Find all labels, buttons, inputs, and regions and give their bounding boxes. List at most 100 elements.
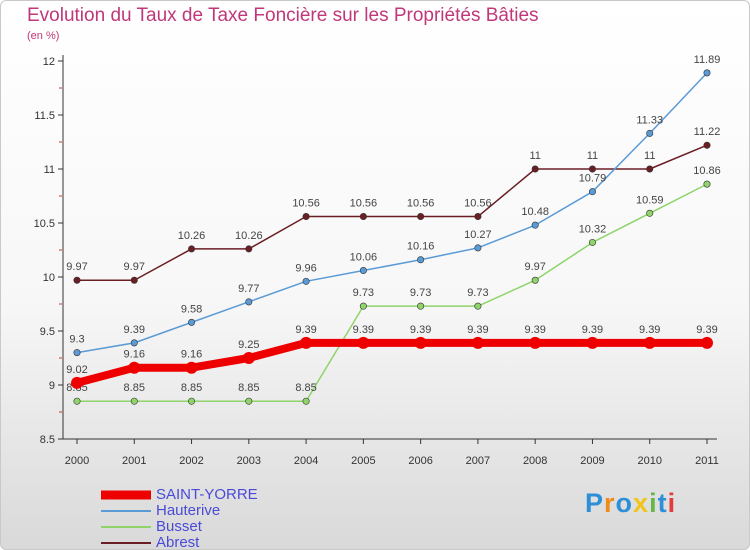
data-point-busset bbox=[188, 397, 196, 405]
legend-swatch-saint-yorre bbox=[101, 490, 151, 500]
data-point-saint-yorre bbox=[471, 336, 484, 349]
data-point-busset bbox=[474, 302, 482, 310]
data-point-abrest bbox=[703, 141, 711, 149]
logo-letter: x bbox=[633, 488, 650, 518]
x-tick-label: 2010 bbox=[637, 455, 661, 467]
y-tick-label: 10.5 bbox=[34, 218, 55, 230]
y-tick-label: 11.5 bbox=[34, 110, 55, 122]
data-point-busset bbox=[646, 209, 654, 217]
data-label-busset: 8.85 bbox=[124, 382, 145, 394]
data-label-busset: 9.73 bbox=[410, 287, 431, 299]
data-point-hauterive bbox=[703, 69, 711, 77]
data-point-abrest bbox=[130, 276, 138, 284]
chart-unit-label: (en %) bbox=[27, 30, 60, 42]
y-tick-label: 9 bbox=[49, 380, 55, 392]
data-label-busset: 10.32 bbox=[579, 223, 607, 235]
data-point-busset bbox=[417, 302, 425, 310]
x-tick-label: 2011 bbox=[695, 455, 719, 467]
data-label-saint-yorre: 9.39 bbox=[295, 324, 316, 336]
chart-title: Evolution du Taux de Taxe Foncière sur l… bbox=[27, 5, 539, 26]
x-tick-label: 2003 bbox=[237, 455, 261, 467]
data-label-abrest: 10.56 bbox=[292, 198, 320, 210]
data-point-abrest bbox=[245, 245, 253, 253]
data-point-abrest bbox=[474, 213, 482, 221]
data-point-abrest bbox=[188, 245, 196, 253]
data-label-saint-yorre: 9.39 bbox=[410, 324, 431, 336]
data-label-hauterive: 11.89 bbox=[694, 54, 721, 66]
y-tick-label: 12 bbox=[43, 56, 55, 68]
data-label-hauterive: 10.79 bbox=[579, 173, 607, 185]
data-label-hauterive: 9.58 bbox=[181, 303, 202, 315]
data-point-abrest bbox=[302, 213, 310, 221]
data-point-hauterive bbox=[531, 221, 539, 229]
data-point-hauterive bbox=[588, 188, 596, 196]
data-label-saint-yorre: 9.39 bbox=[639, 324, 660, 336]
data-label-busset: 8.85 bbox=[295, 382, 316, 394]
data-label-saint-yorre: 9.16 bbox=[124, 349, 145, 361]
data-label-hauterive: 10.48 bbox=[521, 206, 549, 218]
y-tick-label: 9.5 bbox=[40, 326, 55, 338]
data-label-busset: 9.73 bbox=[467, 287, 488, 299]
data-label-hauterive: 9.3 bbox=[69, 334, 84, 346]
data-point-saint-yorre bbox=[586, 336, 599, 349]
data-label-busset: 9.97 bbox=[524, 261, 545, 273]
data-point-hauterive bbox=[359, 267, 367, 275]
data-label-hauterive: 11.33 bbox=[636, 114, 663, 126]
data-point-hauterive bbox=[474, 244, 482, 252]
data-point-saint-yorre bbox=[529, 336, 542, 349]
data-point-busset bbox=[73, 397, 81, 405]
data-label-saint-yorre: 9.25 bbox=[238, 339, 259, 351]
data-label-abrest: 10.26 bbox=[178, 230, 206, 242]
y-tick-label: 8.5 bbox=[40, 434, 55, 446]
data-label-saint-yorre: 9.39 bbox=[467, 324, 488, 336]
data-label-hauterive: 10.06 bbox=[350, 252, 378, 264]
data-point-busset bbox=[359, 302, 367, 310]
x-tick-label: 2001 bbox=[122, 455, 146, 467]
data-label-abrest: 9.97 bbox=[124, 261, 145, 273]
data-label-saint-yorre: 9.16 bbox=[181, 349, 202, 361]
data-point-saint-yorre bbox=[71, 376, 83, 389]
y-tick-label: 10 bbox=[43, 272, 55, 284]
legend-swatch-abrest bbox=[101, 542, 151, 544]
series-line-busset bbox=[76, 183, 708, 402]
x-tick-label: 2002 bbox=[179, 455, 203, 467]
logo-letter: t bbox=[657, 488, 668, 518]
data-label-busset: 10.59 bbox=[636, 194, 664, 206]
x-tick-label: 2008 bbox=[523, 455, 547, 467]
data-point-saint-yorre bbox=[701, 336, 713, 349]
data-point-busset bbox=[588, 238, 596, 246]
data-label-hauterive: 10.16 bbox=[407, 241, 435, 253]
data-label-busset: 9.73 bbox=[353, 287, 374, 299]
data-point-hauterive bbox=[417, 256, 425, 264]
proxiti-logo: Proxiti bbox=[585, 488, 676, 519]
data-point-abrest bbox=[646, 165, 654, 173]
data-point-hauterive bbox=[302, 277, 310, 285]
data-label-hauterive: 9.96 bbox=[295, 262, 316, 274]
x-tick-label: 2004 bbox=[294, 455, 318, 467]
data-point-abrest bbox=[588, 165, 596, 173]
data-label-busset: 8.85 bbox=[238, 382, 259, 394]
x-tick-label: 2007 bbox=[466, 455, 490, 467]
data-point-saint-yorre bbox=[128, 361, 141, 374]
x-tick-label: 2006 bbox=[408, 455, 432, 467]
legend-label-saint-yorre: SAINT-YORRE bbox=[156, 486, 258, 503]
data-point-hauterive bbox=[73, 349, 81, 357]
legend-label-hauterive: Hauterive bbox=[156, 502, 221, 519]
logo-letter: o bbox=[615, 488, 634, 518]
data-point-saint-yorre bbox=[414, 336, 427, 349]
logo-letter: P bbox=[585, 488, 605, 518]
data-point-saint-yorre bbox=[300, 336, 313, 349]
data-point-saint-yorre bbox=[242, 352, 255, 364]
series-line-abrest bbox=[76, 144, 708, 281]
data-label-abrest: 11 bbox=[587, 150, 598, 162]
data-label-abrest: 9.97 bbox=[66, 261, 87, 273]
data-label-saint-yorre: 9.39 bbox=[696, 324, 717, 336]
data-label-abrest: 11 bbox=[644, 150, 655, 162]
data-point-saint-yorre bbox=[643, 336, 656, 349]
data-label-hauterive: 10.27 bbox=[464, 229, 492, 241]
data-point-hauterive bbox=[245, 298, 253, 306]
data-label-abrest: 11.22 bbox=[694, 126, 721, 138]
data-point-abrest bbox=[417, 213, 425, 221]
